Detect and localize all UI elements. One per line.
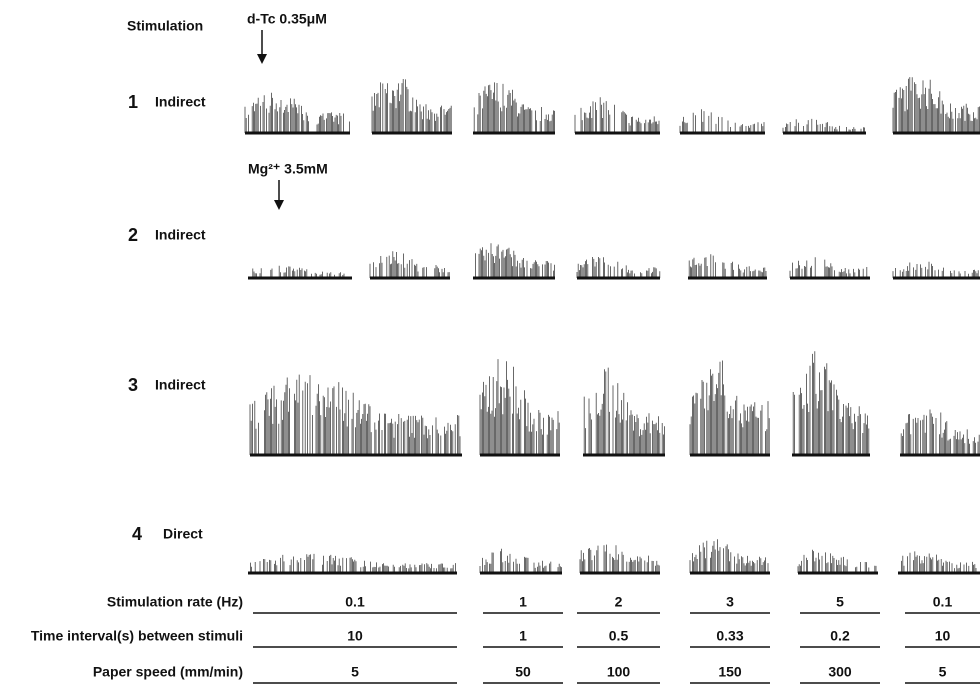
trace [902, 551, 976, 573]
trace [893, 77, 979, 133]
trace [372, 79, 451, 133]
row-number: 3 [128, 375, 138, 395]
table-cell: 100 [607, 664, 631, 680]
table-cell: 3 [726, 594, 734, 610]
row-number: 4 [132, 524, 142, 544]
row-number: 2 [128, 225, 138, 245]
table-cell: 10 [935, 628, 951, 644]
table-cell: 150 [718, 664, 742, 680]
annotation: d-Tc 0.35μM [247, 11, 327, 27]
row-number: 1 [128, 92, 138, 112]
trace [250, 554, 455, 573]
trace [893, 262, 978, 278]
trace [689, 254, 766, 278]
table-cell: 50 [515, 664, 531, 680]
trace [474, 82, 554, 133]
trace [690, 361, 769, 456]
header-title: Stimulation [127, 18, 203, 34]
trace [584, 368, 664, 455]
trace [253, 266, 344, 278]
table-cell: 0.5 [609, 628, 629, 644]
trace [901, 410, 979, 456]
table-cell: 0.2 [830, 628, 850, 644]
table-cell: 300 [828, 664, 852, 680]
trace [790, 257, 867, 278]
annotation: Mg²⁺ 3.5mM [248, 161, 328, 177]
table-cell: 0.33 [716, 628, 743, 644]
table-cell: 2 [615, 594, 623, 610]
trace [577, 257, 660, 278]
page: Stimulation d-Tc 0.35μM Mg²⁺ 3.5mM 1 Indi… [0, 0, 980, 685]
trace [793, 351, 869, 455]
trace [783, 119, 865, 133]
trace [798, 550, 876, 573]
row-label: Indirect [155, 94, 206, 110]
trace [480, 359, 559, 455]
row-label: Indirect [155, 227, 206, 243]
row-label: Direct [163, 526, 203, 542]
arrow-head [257, 54, 267, 64]
table-cell: 1 [519, 594, 527, 610]
table-cell: 10 [347, 628, 363, 644]
trace [245, 93, 349, 133]
table-row-label: Stimulation rate (Hz) [107, 594, 243, 610]
trace [480, 549, 562, 573]
trace [580, 545, 659, 573]
row-label: Indirect [155, 377, 206, 393]
table-cell: 5 [939, 664, 947, 680]
table-cell: 5 [351, 664, 359, 680]
arrow-head [274, 200, 284, 210]
table-cell: 0.1 [933, 594, 953, 610]
trace [250, 375, 460, 455]
table-row-label: Time interval(s) between stimuli [31, 628, 243, 644]
trace [690, 539, 768, 573]
table-cell: 5 [836, 594, 844, 610]
trace [370, 251, 449, 278]
table-row-label: Paper speed (mm/min) [93, 664, 243, 680]
trace [575, 97, 659, 133]
figure: Stimulation d-Tc 0.35μM Mg²⁺ 3.5mM 1 Indi… [0, 0, 980, 685]
table-cell: 0.1 [345, 594, 365, 610]
table-cell: 1 [519, 628, 527, 644]
trace [680, 109, 764, 133]
trace [475, 243, 554, 278]
